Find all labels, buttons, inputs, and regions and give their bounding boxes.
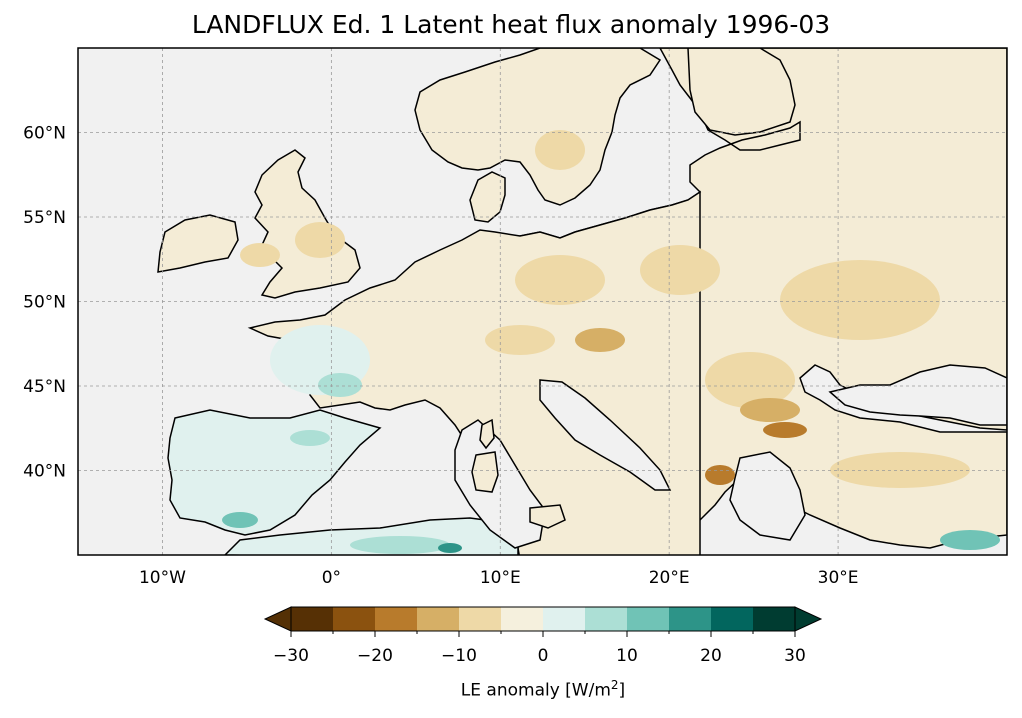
colorbar-segment	[627, 607, 670, 631]
lat-tick-label: 50°N	[23, 293, 66, 313]
colorbar-over-arrow	[794, 606, 823, 632]
colorbar-segment	[501, 607, 544, 631]
tyrrhenian-sea	[454, 419, 546, 549]
lon-tick-labels: 10°W 0° 10°E 20°E 30°E	[139, 568, 859, 588]
colorbar-tick-label: −20	[357, 646, 393, 666]
map-title: LANDFLUX Ed. 1 Latent heat flux anomaly …	[191, 10, 831, 39]
aegean-sea	[729, 451, 806, 541]
land-layer	[157, 48, 1007, 555]
lon-tick-label: 20°E	[649, 568, 690, 588]
lat-tick-label: 45°N	[23, 377, 66, 397]
colorbar-segment	[375, 607, 418, 631]
black-sea	[828, 364, 1007, 426]
sardinia	[471, 451, 499, 493]
colorbar-tick-label: −10	[441, 646, 477, 666]
gridlines	[78, 48, 1007, 555]
colorbar-segment	[711, 607, 754, 631]
finland	[687, 48, 796, 136]
lon-tick-label: 0°	[322, 568, 341, 588]
denmark	[469, 171, 506, 223]
sicily	[529, 504, 566, 529]
colorbar-tick-label: 20	[700, 646, 722, 666]
lat-tick-label: 40°N	[23, 462, 66, 482]
lon-tick-label: 30°E	[818, 568, 859, 588]
colorbar-tick-label: −30	[273, 646, 309, 666]
colorbar-under-arrow	[263, 606, 292, 632]
scandinavia	[414, 48, 662, 206]
colorbar-tick-label: 0	[538, 646, 549, 666]
colorbar-segment	[333, 607, 376, 631]
colorbar-segment	[417, 607, 460, 631]
colorbar-tick-label: 30	[784, 646, 806, 666]
colorbar-segment	[291, 607, 334, 631]
anomaly-patches	[210, 130, 1000, 554]
colorbar: −30 −20 −10 0 10 20 30	[263, 606, 823, 666]
lat-tick-label: 55°N	[23, 208, 66, 228]
colorbar-segment	[459, 607, 502, 631]
map-frame	[77, 47, 1008, 556]
great-britain	[254, 149, 361, 299]
colorbar-tick-label: 10	[616, 646, 638, 666]
ireland	[157, 214, 239, 273]
corsica	[479, 418, 495, 450]
lat-tick-labels: 40°N 45°N 50°N 55°N 60°N	[23, 124, 66, 482]
colorbar-segment	[669, 607, 712, 631]
lon-tick-label: 10°W	[139, 568, 186, 588]
colorbar-segment	[753, 607, 796, 631]
lat-tick-label: 60°N	[23, 124, 66, 144]
colorbar-label: LE anomaly [W/m2]	[460, 678, 626, 701]
lon-tick-label: 10°E	[480, 568, 521, 588]
adriatic-sea	[539, 379, 672, 491]
colorbar-segment	[585, 607, 628, 631]
colorbar-segment	[543, 607, 586, 631]
